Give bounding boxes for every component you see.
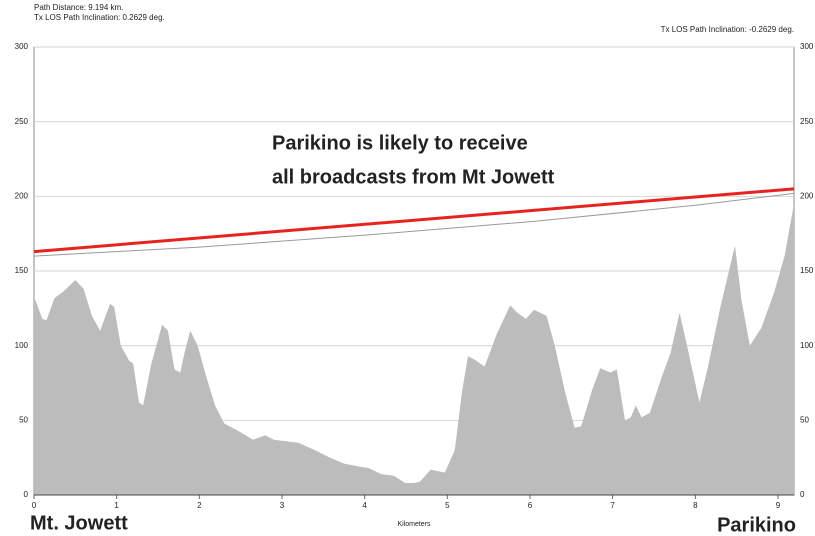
header-line: Path Distance: 9.194 km. [34, 3, 123, 12]
x-tick-label: 3 [280, 501, 285, 510]
y2-tick-label: 100 [800, 341, 814, 350]
y2-tick-label: 200 [800, 191, 814, 200]
line [33, 192, 795, 257]
x-tick-label: 2 [197, 501, 202, 510]
y2-tick-label: 250 [800, 117, 814, 126]
x-tick-label: 9 [776, 501, 781, 510]
y2-tick-label: 150 [800, 266, 814, 275]
y-tick-label: 100 [15, 341, 29, 350]
y-tick-label: 50 [19, 415, 28, 424]
y2-tick-label: 0 [800, 490, 805, 499]
y2-tick-label: 50 [800, 415, 809, 424]
annotation: all broadcasts from Mt Jowett [272, 166, 555, 188]
y-tick-label: 300 [15, 42, 29, 51]
y-tick-label: 0 [24, 490, 29, 499]
site-label: Parikino [717, 514, 796, 536]
x-tick-label: 7 [610, 501, 615, 510]
x-tick-label: 5 [445, 501, 450, 510]
terrain-area [34, 203, 794, 496]
x-tick-label: 0 [32, 501, 37, 510]
x-tick-label: 8 [693, 501, 698, 510]
x-tick-label: 1 [114, 501, 119, 510]
x-tick-label: 4 [362, 501, 367, 510]
site-label: Mt. Jowett [30, 512, 128, 534]
header-line: Tx LOS Path Inclination: 0.2629 deg. [34, 13, 165, 22]
x-axis-label: Kilometers [397, 521, 431, 528]
x-tick-label: 6 [528, 501, 533, 510]
y-tick-label: 250 [15, 117, 29, 126]
annotation: Parikino is likely to receive [272, 132, 528, 154]
header-right: Tx LOS Path Inclination: -0.2629 deg. [661, 25, 794, 34]
y-tick-label: 200 [15, 191, 29, 200]
line [33, 187, 795, 254]
y2-tick-label: 300 [800, 42, 814, 51]
y-tick-label: 150 [15, 266, 29, 275]
